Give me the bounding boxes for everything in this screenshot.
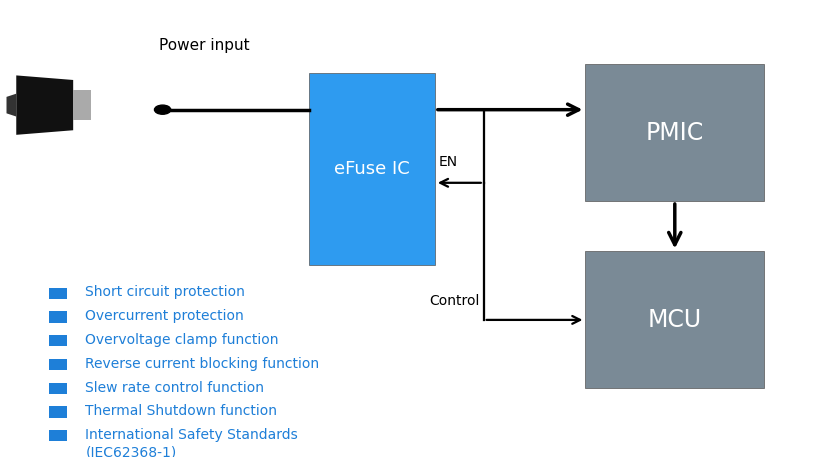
- Text: Overvoltage clamp function: Overvoltage clamp function: [85, 333, 279, 347]
- FancyBboxPatch shape: [73, 90, 91, 120]
- Text: EN: EN: [439, 155, 459, 169]
- FancyBboxPatch shape: [49, 287, 67, 299]
- Text: Overcurrent protection: Overcurrent protection: [85, 309, 244, 323]
- Text: Power input: Power input: [159, 38, 249, 53]
- Text: Control: Control: [429, 294, 480, 308]
- FancyBboxPatch shape: [49, 335, 67, 346]
- Text: International Safety Standards: International Safety Standards: [85, 428, 298, 442]
- Polygon shape: [7, 94, 16, 117]
- Text: Thermal Shutdown function: Thermal Shutdown function: [85, 404, 277, 418]
- Text: PMIC: PMIC: [646, 121, 704, 144]
- Polygon shape: [16, 75, 73, 135]
- Circle shape: [154, 105, 171, 114]
- Text: eFuse IC: eFuse IC: [334, 160, 410, 178]
- Text: MCU: MCU: [648, 308, 702, 332]
- Text: (IEC62368-1): (IEC62368-1): [85, 445, 176, 457]
- FancyBboxPatch shape: [585, 251, 764, 388]
- Text: Slew rate control function: Slew rate control function: [85, 381, 264, 394]
- FancyBboxPatch shape: [49, 359, 67, 370]
- FancyBboxPatch shape: [49, 406, 67, 418]
- Text: Short circuit protection: Short circuit protection: [85, 286, 246, 299]
- FancyBboxPatch shape: [309, 73, 435, 265]
- FancyBboxPatch shape: [49, 430, 67, 441]
- Text: Reverse current blocking function: Reverse current blocking function: [85, 357, 320, 371]
- FancyBboxPatch shape: [49, 383, 67, 394]
- FancyBboxPatch shape: [49, 311, 67, 323]
- FancyBboxPatch shape: [585, 64, 764, 201]
